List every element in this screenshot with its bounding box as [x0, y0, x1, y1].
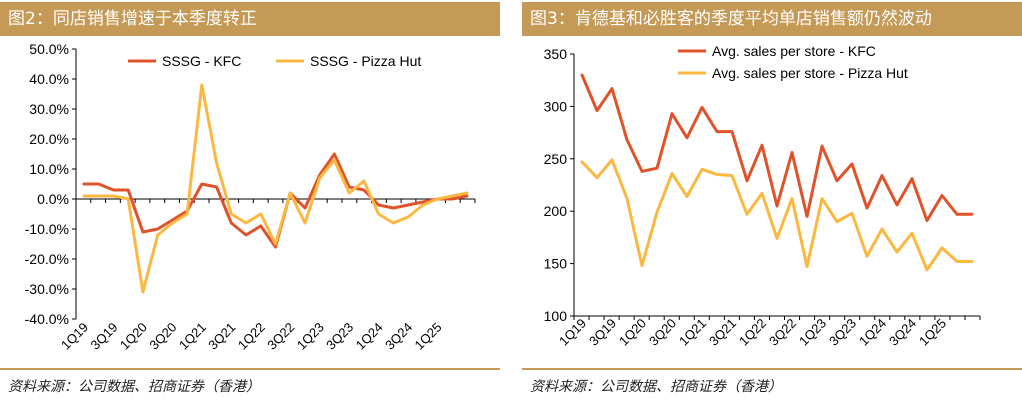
x-tick-label: 3Q20	[646, 316, 679, 349]
series-line-kfc	[82, 152, 469, 249]
x-tick-label: 1Q20	[616, 316, 649, 349]
x-tick-label: 1Q25	[412, 320, 445, 353]
legend-label: SSSG - KFC	[162, 53, 241, 69]
y-tick-label: -40.0%	[25, 311, 69, 327]
source-note: 资料来源：公司数据、招商证券（香港）	[522, 368, 1022, 405]
y-tick-label: -30.0%	[25, 281, 69, 297]
y-tick-label: 0.0%	[37, 191, 69, 207]
chart-title: 图3：肯德基和必胜客的季度平均单店销售额仍然波动	[522, 2, 1022, 36]
y-tick-label: 250	[544, 151, 568, 167]
x-tick-label: 1Q25	[916, 316, 949, 349]
y-tick-label: 100	[544, 308, 568, 324]
sssg-line-chart: 50.0% 40.0% 30.0% 20.0% 10.0% 0.0% -10.0% -20.0…	[25, 41, 476, 353]
x-tick-label: 1Q22	[736, 316, 769, 349]
x-tick-label: 3Q23	[826, 316, 859, 349]
x-tick-label: 3Q24	[886, 316, 919, 349]
source-note: 资料来源：公司数据、招商证券（香港）	[0, 368, 500, 405]
x-tick-label: 1Q21	[676, 316, 709, 349]
legend-label: Avg. sales per store - KFC	[712, 43, 876, 59]
x-tick-label: 1Q24	[856, 316, 889, 349]
x-tick-label: 1Q23	[294, 320, 327, 353]
x-tick-label: 1Q24	[353, 320, 386, 353]
y-tick-label: 300	[544, 98, 568, 114]
series-line-kfc	[580, 73, 974, 223]
chart-panel-avg-sales: 图3：肯德基和必胜客的季度平均单店销售额仍然波动 350 300 250 200 150…	[522, 0, 1022, 405]
y-tick-label: 150	[544, 256, 568, 272]
legend-label: SSSG - Pizza Hut	[310, 53, 421, 69]
y-tick-label: 50.0%	[29, 41, 69, 57]
x-tick-label: 3Q21	[706, 316, 739, 349]
y-tick-label: -20.0%	[25, 251, 69, 267]
y-tick-label: 200	[544, 203, 568, 219]
x-tick-label: 3Q22	[264, 320, 297, 353]
x-tick-label: 1Q22	[235, 320, 268, 353]
y-tick-label: 30.0%	[29, 101, 69, 117]
legend-label: Avg. sales per store - Pizza Hut	[712, 65, 908, 81]
x-tick-label: 3Q24	[382, 320, 415, 353]
series-line-pizza-hut	[82, 83, 469, 294]
x-tick-label: 3Q19	[87, 320, 120, 353]
y-tick-label: 350	[544, 46, 568, 62]
avg-sales-line-chart: 3503002502001501001Q193Q191Q203Q201Q213Q…	[544, 43, 981, 349]
x-tick-label: 3Q22	[766, 316, 799, 349]
x-tick-label: 1Q21	[176, 320, 209, 353]
x-tick-label: 3Q21	[205, 320, 238, 353]
y-tick-label: 10.0%	[29, 161, 69, 177]
y-tick-label: 40.0%	[29, 71, 69, 87]
x-tick-label: 3Q23	[323, 320, 356, 353]
x-tick-label: 3Q20	[146, 320, 179, 353]
chart-panel-sssg: 图2：同店销售增速于本季度转正 50.0% 40.0% 30.0% 20.0% 10.0…	[0, 0, 500, 405]
x-tick-label: 1Q20	[117, 320, 150, 353]
y-tick-label: -10.0%	[25, 221, 69, 237]
series-line-pizza-hut	[580, 158, 974, 272]
chart-title: 图2：同店销售增速于本季度转正	[0, 2, 500, 36]
y-tick-label: 20.0%	[29, 131, 69, 147]
x-tick-label: 3Q19	[586, 316, 619, 349]
x-tick-label: 1Q23	[796, 316, 829, 349]
